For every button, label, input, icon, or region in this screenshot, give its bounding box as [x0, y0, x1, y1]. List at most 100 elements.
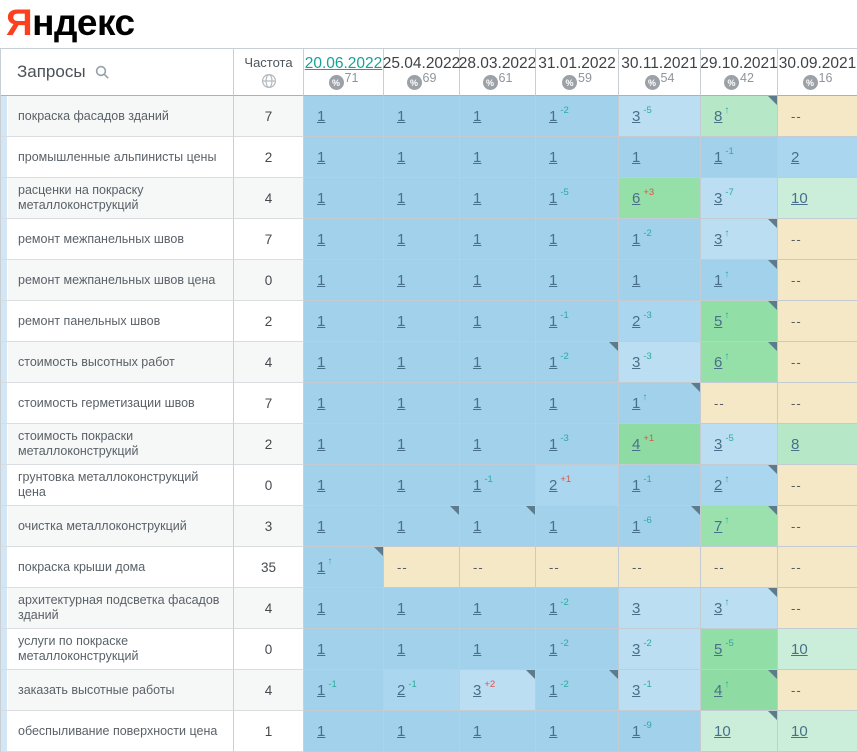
position-link[interactable]: 1: [714, 148, 723, 166]
position-link[interactable]: 1: [714, 271, 723, 289]
position-link[interactable]: 1: [397, 394, 406, 412]
query-cell[interactable]: промышленные альпинисты цены: [1, 137, 234, 178]
position-link[interactable]: 1: [473, 394, 482, 412]
position-link[interactable]: 1: [317, 271, 326, 289]
position-link[interactable]: 2: [397, 681, 406, 699]
position-link[interactable]: 3: [714, 435, 723, 453]
query-cell[interactable]: покраска крыши дома: [1, 547, 234, 588]
query-cell[interactable]: очистка металлоконструкций: [1, 506, 234, 547]
position-link[interactable]: 1: [473, 517, 482, 535]
position-link[interactable]: 1: [549, 353, 558, 371]
position-link[interactable]: 1: [397, 189, 406, 207]
position-link[interactable]: 1: [473, 107, 482, 125]
position-link[interactable]: 1: [317, 312, 326, 330]
query-cell[interactable]: услуги по покраске металлоконструкций: [1, 629, 234, 670]
position-link[interactable]: 1: [317, 189, 326, 207]
snapshot-date-link[interactable]: 29.10.2021: [700, 55, 778, 72]
query-cell[interactable]: заказать высотные работы: [1, 670, 234, 711]
position-link[interactable]: 1: [632, 230, 641, 248]
snapshot-date-link[interactable]: 30.09.2021: [778, 55, 857, 72]
search-icon[interactable]: [95, 65, 110, 80]
query-cell[interactable]: расценки на покраску металлоконструкций: [1, 178, 234, 219]
position-link[interactable]: 1: [397, 435, 406, 453]
snapshot-date-link[interactable]: 28.03.2022: [458, 55, 537, 72]
query-cell[interactable]: стоимость герметизации швов: [1, 383, 234, 424]
query-cell[interactable]: ремонт панельных швов: [1, 301, 234, 342]
position-link[interactable]: 1: [397, 722, 406, 740]
position-link[interactable]: 3: [632, 107, 641, 125]
position-link[interactable]: 1: [317, 599, 326, 617]
position-link[interactable]: 4: [714, 681, 723, 699]
position-link[interactable]: 1: [317, 394, 326, 412]
position-link[interactable]: 1: [549, 435, 558, 453]
position-link[interactable]: 3: [714, 599, 723, 617]
position-link[interactable]: 3: [473, 681, 482, 699]
position-link[interactable]: 1: [317, 230, 326, 248]
position-link[interactable]: 1: [397, 312, 406, 330]
position-link[interactable]: 1: [317, 681, 326, 699]
position-link[interactable]: 1: [473, 230, 482, 248]
position-link[interactable]: 1: [317, 148, 326, 166]
position-link[interactable]: 6: [632, 189, 641, 207]
position-link[interactable]: 8: [714, 107, 723, 125]
position-link[interactable]: 10: [791, 640, 808, 658]
position-link[interactable]: 5: [714, 312, 723, 330]
position-link[interactable]: 1: [549, 312, 558, 330]
position-link[interactable]: 1: [317, 517, 326, 535]
position-link[interactable]: 1: [397, 230, 406, 248]
position-link[interactable]: 1: [473, 353, 482, 371]
position-link[interactable]: 3: [632, 353, 641, 371]
position-link[interactable]: 1: [473, 312, 482, 330]
position-link[interactable]: 1: [473, 189, 482, 207]
position-link[interactable]: 1: [473, 148, 482, 166]
position-link[interactable]: 8: [791, 435, 800, 453]
query-cell[interactable]: обеспыливание поверхности цена: [1, 711, 234, 752]
yandex-logo[interactable]: Яндекс: [6, 2, 135, 44]
position-link[interactable]: 1: [549, 189, 558, 207]
position-link[interactable]: 4: [632, 435, 641, 453]
position-link[interactable]: 1: [549, 394, 558, 412]
position-link[interactable]: 1: [473, 640, 482, 658]
query-cell[interactable]: стоимость высотных работ: [1, 342, 234, 383]
position-link[interactable]: 2: [791, 148, 800, 166]
position-link[interactable]: 1: [549, 230, 558, 248]
position-link[interactable]: 7: [714, 517, 723, 535]
position-link[interactable]: 1: [397, 271, 406, 289]
position-link[interactable]: 1: [473, 435, 482, 453]
position-link[interactable]: 1: [317, 107, 326, 125]
position-link[interactable]: 1: [549, 722, 558, 740]
position-link[interactable]: 1: [473, 271, 482, 289]
query-cell[interactable]: стоимость покраски металлоконструкций: [1, 424, 234, 465]
position-link[interactable]: 1: [549, 107, 558, 125]
position-link[interactable]: 2: [632, 312, 641, 330]
position-link[interactable]: 3: [714, 230, 723, 248]
position-link[interactable]: 1: [397, 476, 406, 494]
snapshot-date-link[interactable]: 20.06.2022: [304, 55, 383, 72]
position-link[interactable]: 1: [317, 558, 326, 576]
position-link[interactable]: 1: [632, 722, 641, 740]
position-link[interactable]: 1: [549, 681, 558, 699]
position-link[interactable]: 1: [632, 148, 641, 166]
query-cell[interactable]: ремонт межпанельных швов цена: [1, 260, 234, 301]
position-link[interactable]: 1: [397, 148, 406, 166]
position-link[interactable]: 1: [473, 722, 482, 740]
position-link[interactable]: 10: [791, 722, 808, 740]
position-link[interactable]: 1: [549, 271, 558, 289]
position-link[interactable]: 2: [549, 476, 558, 494]
position-link[interactable]: 1: [397, 353, 406, 371]
position-link[interactable]: 1: [549, 640, 558, 658]
position-link[interactable]: 1: [549, 148, 558, 166]
position-link[interactable]: 3: [632, 681, 641, 699]
position-link[interactable]: 5: [714, 640, 723, 658]
snapshot-date-link[interactable]: 25.04.2022: [382, 55, 461, 72]
position-link[interactable]: 1: [632, 476, 641, 494]
position-link[interactable]: 1: [397, 640, 406, 658]
position-link[interactable]: 1: [317, 640, 326, 658]
position-link[interactable]: 6: [714, 353, 723, 371]
position-link[interactable]: 1: [397, 107, 406, 125]
position-link[interactable]: 1: [632, 394, 641, 412]
position-link[interactable]: 1: [632, 271, 641, 289]
position-link[interactable]: 10: [714, 722, 731, 740]
position-link[interactable]: 2: [714, 476, 723, 494]
query-cell[interactable]: архитектурная подсветка фасадов зданий: [1, 588, 234, 629]
